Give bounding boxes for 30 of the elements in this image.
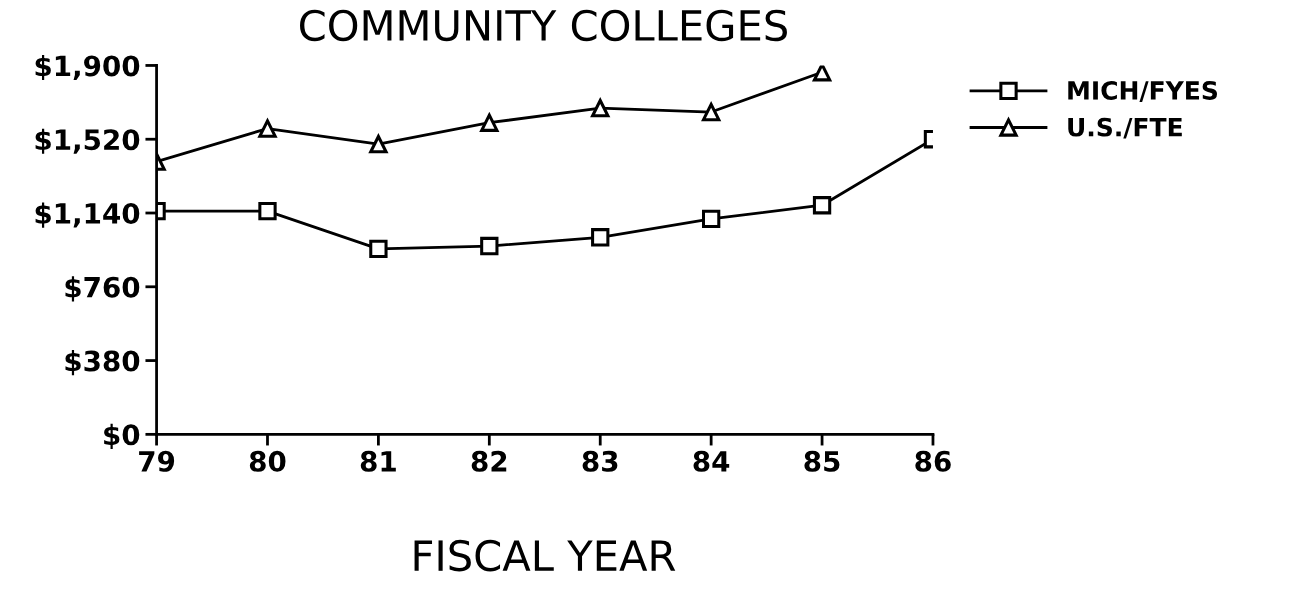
y-tick-label: $380 xyxy=(65,350,140,376)
y-tick-label: $1,520 xyxy=(35,128,140,154)
x-tick-label: 86 xyxy=(915,450,951,472)
x-tick-label: 81 xyxy=(360,450,396,472)
point xyxy=(591,228,610,247)
point xyxy=(480,236,499,256)
point xyxy=(812,196,832,215)
y-tick-label: $0 xyxy=(104,423,140,449)
x-tick-label: 80 xyxy=(249,450,286,472)
x-tick-label: 82 xyxy=(471,450,507,472)
point xyxy=(369,239,388,259)
x-axis-title: FISCAL YEAR xyxy=(414,539,676,572)
point xyxy=(812,65,832,82)
chart-title: COMMUNITY COLLEGES xyxy=(300,9,787,42)
legend-label: U.S./FTE xyxy=(1068,117,1182,139)
point xyxy=(258,119,277,138)
x-tick-label: 83 xyxy=(582,450,618,472)
point xyxy=(480,113,499,132)
point xyxy=(258,201,277,221)
x-tick-label: 84 xyxy=(693,450,730,472)
x-tick-label: 85 xyxy=(804,450,840,472)
y-tick-label: $1,900 xyxy=(35,54,140,81)
y-tick-label: $760 xyxy=(65,276,140,302)
y-tick-label: $1,140 xyxy=(35,202,140,228)
point xyxy=(701,102,721,122)
point xyxy=(369,134,388,154)
x-tick-label: 79 xyxy=(139,450,175,472)
legend-label: MICH/FYES xyxy=(1068,81,1218,102)
point xyxy=(591,99,610,118)
point xyxy=(701,209,721,228)
